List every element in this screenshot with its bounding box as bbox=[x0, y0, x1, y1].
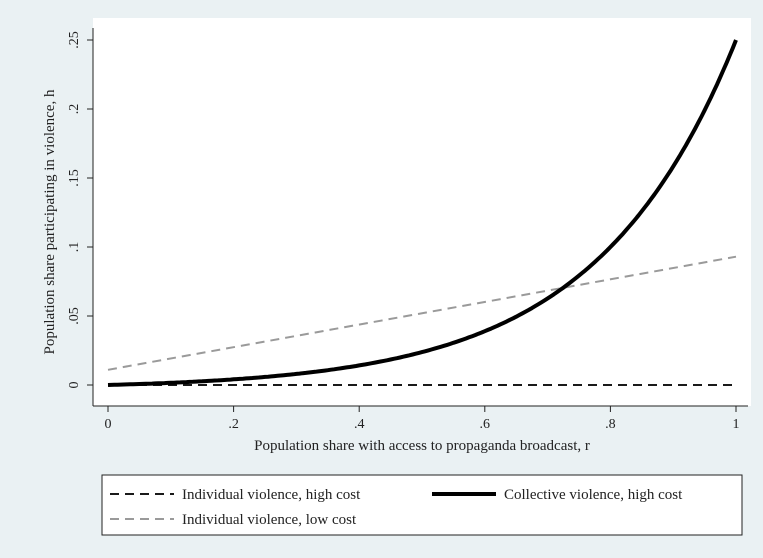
x-axis-label: Population share with access to propagan… bbox=[254, 438, 590, 454]
x-tick-label: 0 bbox=[105, 417, 112, 432]
series-line-individual-violence-low-cost bbox=[107, 255, 737, 371]
series-line-collective-violence-high-cost bbox=[107, 39, 738, 387]
y-tick-label: 0 bbox=[67, 382, 82, 389]
y-tick-label: .05 bbox=[67, 307, 82, 325]
x-tick-label: 1 bbox=[733, 417, 740, 432]
x-tick-label: .4 bbox=[354, 417, 365, 432]
x-tick-label: .6 bbox=[480, 417, 491, 432]
legend-label: Individual violence, low cost bbox=[182, 512, 357, 528]
legend-box bbox=[101, 474, 743, 536]
x-tick-label: .8 bbox=[605, 417, 616, 432]
y-axis-label: Population share participating in violen… bbox=[42, 89, 58, 354]
legend-label: Individual violence, high cost bbox=[182, 487, 361, 503]
y-tick-label: .25 bbox=[67, 31, 82, 49]
y-tick-label: .2 bbox=[67, 104, 82, 115]
x-tick-label: .2 bbox=[228, 417, 239, 432]
legend-label: Collective violence, high cost bbox=[504, 487, 683, 503]
y-tick-label: .15 bbox=[67, 169, 82, 187]
y-tick-label: .1 bbox=[67, 242, 82, 253]
plot-area bbox=[93, 18, 751, 406]
